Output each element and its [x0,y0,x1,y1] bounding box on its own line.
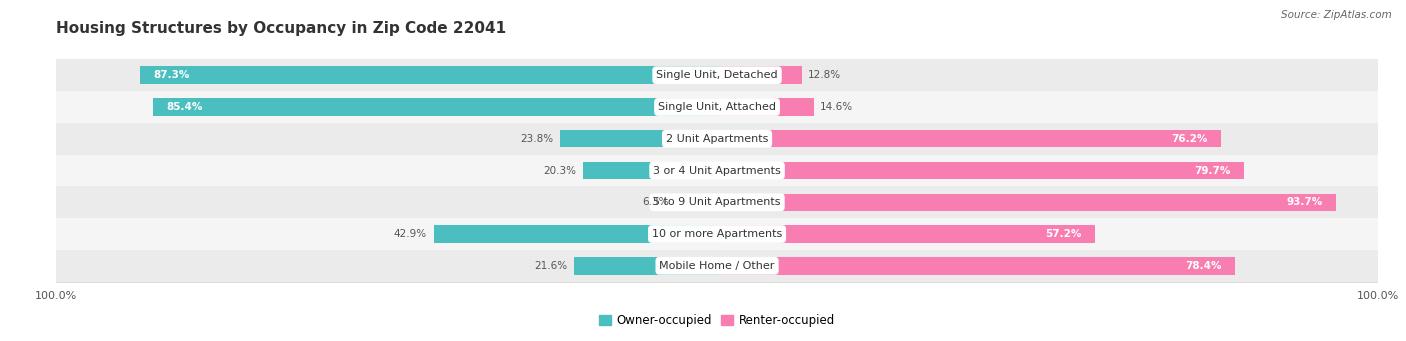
Text: 23.8%: 23.8% [520,134,553,144]
Bar [675,194,717,211]
Text: 85.4%: 85.4% [166,102,202,112]
Text: Housing Structures by Occupancy in Zip Code 22041: Housing Structures by Occupancy in Zip C… [56,21,506,36]
Bar [560,130,717,147]
Text: 14.6%: 14.6% [820,102,853,112]
Text: 79.7%: 79.7% [1194,165,1230,176]
Bar [56,250,1378,282]
Bar [574,257,717,275]
Bar [56,154,1378,187]
Text: 3 or 4 Unit Apartments: 3 or 4 Unit Apartments [654,165,780,176]
Text: 42.9%: 42.9% [394,229,427,239]
Text: 93.7%: 93.7% [1286,197,1323,207]
Text: 57.2%: 57.2% [1046,229,1081,239]
Bar [583,162,717,179]
Text: 78.4%: 78.4% [1185,261,1222,271]
Text: 87.3%: 87.3% [153,70,190,80]
Text: 21.6%: 21.6% [534,261,568,271]
Text: Single Unit, Attached: Single Unit, Attached [658,102,776,112]
Text: 5 to 9 Unit Apartments: 5 to 9 Unit Apartments [654,197,780,207]
Bar [717,162,1244,179]
Bar [56,187,1378,218]
Text: 76.2%: 76.2% [1171,134,1208,144]
Bar [153,98,717,116]
Text: 10 or more Apartments: 10 or more Apartments [652,229,782,239]
Bar [717,130,1220,147]
Bar [717,194,1336,211]
Bar [56,59,1378,91]
Bar [717,257,1234,275]
Text: 6.3%: 6.3% [643,197,669,207]
Bar [717,98,814,116]
Bar [56,123,1378,154]
Text: 12.8%: 12.8% [808,70,841,80]
Text: 20.3%: 20.3% [543,165,576,176]
Bar [56,218,1378,250]
Text: 2 Unit Apartments: 2 Unit Apartments [666,134,768,144]
Bar [141,66,717,84]
Bar [717,225,1095,243]
Text: Mobile Home / Other: Mobile Home / Other [659,261,775,271]
Bar [717,66,801,84]
Legend: Owner-occupied, Renter-occupied: Owner-occupied, Renter-occupied [593,309,841,331]
Text: Single Unit, Detached: Single Unit, Detached [657,70,778,80]
Bar [56,91,1378,123]
Bar [433,225,717,243]
Text: Source: ZipAtlas.com: Source: ZipAtlas.com [1281,10,1392,20]
